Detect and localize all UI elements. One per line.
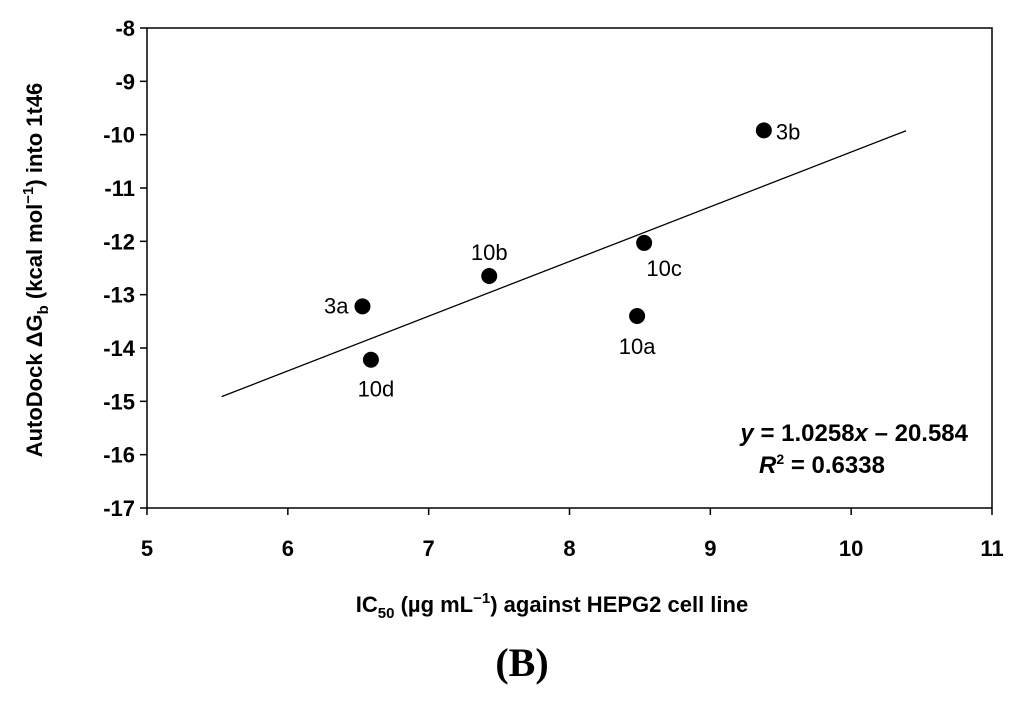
- x-axis-title: IC50 (µg mL−1) against HEPG2 cell line: [356, 590, 748, 622]
- y-tick-label: -14: [103, 336, 136, 361]
- data-point: [755, 122, 772, 139]
- point-label: 3a: [324, 293, 349, 318]
- y-tick-label: -15: [103, 389, 135, 414]
- r-symbol: R: [759, 452, 777, 479]
- r-value: = 0.6338: [784, 452, 885, 479]
- y-title-part3: ) into 1t46: [22, 83, 47, 187]
- y-tick-label: -17: [103, 496, 135, 521]
- x-axis-ticks: 5 6 7 8 9 10 11: [141, 508, 1004, 561]
- x-tick-label: 9: [704, 536, 716, 561]
- y-tick-label: -13: [103, 283, 135, 308]
- panel-label: (B): [495, 640, 548, 685]
- point-label: 10c: [646, 256, 681, 281]
- data-point: [354, 298, 371, 315]
- x-title-part2: (µg mL: [394, 592, 473, 617]
- equation-y: y: [739, 420, 755, 447]
- x-tick-label: 6: [282, 536, 294, 561]
- y-tick-label: -9: [115, 69, 135, 94]
- data-point: [629, 308, 646, 324]
- x-tick-label: 11: [980, 536, 1003, 561]
- y-axis-ticks: -8 -9 -10 -11 -12 -13 -14 -15 -16 -17: [103, 16, 147, 521]
- x-tick-label: 8: [563, 536, 575, 561]
- point-label: 10b: [471, 240, 508, 265]
- y-tick-label: -10: [103, 123, 135, 148]
- trendline: [221, 130, 907, 398]
- x-title-superscript: −1: [473, 590, 490, 607]
- point-label: 10d: [358, 377, 395, 402]
- regression-equation: y = 1.0258x – 20.584: [739, 420, 968, 447]
- x-title-part1: IC: [356, 592, 378, 617]
- y-title-part2: (kcal mol: [22, 204, 47, 305]
- x-title-subscript: 50: [378, 605, 395, 622]
- equation-x: x: [853, 420, 870, 447]
- data-point: [362, 351, 379, 368]
- y-tick-label: -11: [104, 176, 135, 201]
- equation-part1: = 1.0258: [754, 420, 855, 447]
- y-title-part1: AutoDock ΔG: [22, 314, 47, 457]
- y-tick-label: -8: [115, 16, 135, 41]
- r-superscript: 2: [776, 451, 784, 467]
- x-tick-label: 5: [141, 536, 153, 561]
- y-tick-label: -12: [103, 229, 135, 254]
- point-label: 10a: [619, 334, 656, 359]
- data-point: [481, 268, 498, 284]
- x-tick-label: 10: [839, 536, 863, 561]
- x-title-part3: ) against HEPG2 cell line: [490, 592, 748, 617]
- x-tick-label: 7: [423, 536, 435, 561]
- point-label: 3b: [776, 119, 800, 144]
- y-title-subscript: b: [35, 305, 52, 314]
- y-title-superscript: −1: [20, 187, 37, 204]
- y-axis-title: AutoDock ΔGb (kcal mol−1) into 1t46: [20, 83, 52, 458]
- equation-part2: – 20.584: [868, 420, 969, 447]
- y-tick-label: -16: [103, 443, 135, 468]
- r-squared: R2 = 0.6338: [759, 451, 885, 479]
- data-points: 3a 3b 10a 10b 10c 10d: [324, 119, 800, 401]
- data-point: [636, 234, 653, 251]
